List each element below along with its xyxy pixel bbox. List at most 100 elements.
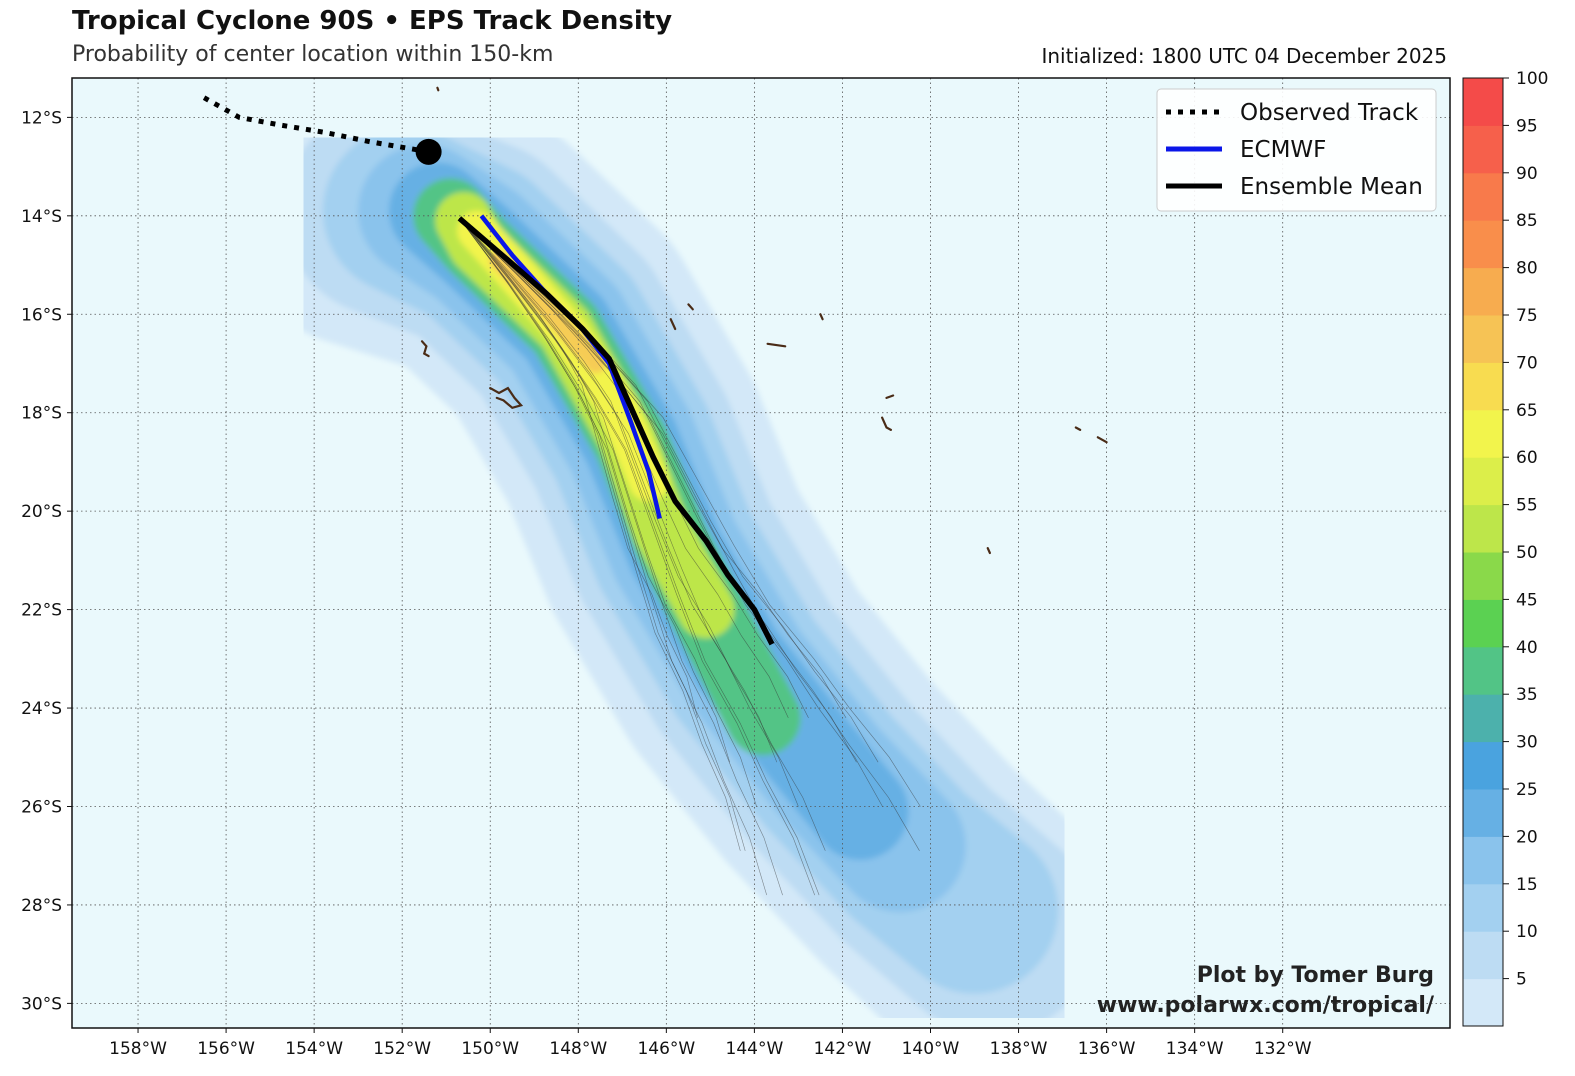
colorbar-tick-label: 55 [1516,496,1538,516]
y-tick-label: 14°S [21,207,62,227]
chart-subtitle: Probability of center location within 15… [72,42,554,67]
y-tick-label: 20°S [21,502,62,522]
island-coastline [986,546,992,555]
member-track [459,218,698,718]
colorbar-tick-label: 70 [1516,353,1538,373]
x-tick-label: 132°W [1254,1039,1312,1059]
observed-track [202,95,430,155]
legend: Observed Track ECMWF Ensemble Mean [1156,88,1437,212]
colorbar-swatch [1463,552,1503,600]
colorbar-swatch [1463,220,1503,269]
island-coastline [880,416,893,431]
island-coastline [489,386,524,410]
colorbar-tick-label: 80 [1516,259,1538,279]
colorbar-tick-label: 75 [1516,306,1538,326]
colorbar-swatch [1463,125,1503,174]
member-track [459,218,730,763]
colorbar-swatch [1463,646,1503,695]
colorbar-swatch [1463,267,1503,316]
x-tick-label: 140°W [902,1039,960,1059]
y-tick-label: 16°S [21,305,62,325]
colorbar-swatch [1463,978,1503,1027]
colorbar-tick-label: 20 [1516,827,1538,847]
colorbar-swatch [1463,315,1503,363]
density-band-70 [489,250,606,374]
member-track [459,218,920,851]
colorbar-tick-label: 30 [1516,733,1538,753]
colorbar-tick-label: 100 [1516,69,1548,89]
x-tick-label: 138°W [990,1039,1048,1059]
colorbar-tick-label: 85 [1516,211,1538,231]
colorbar-swatch [1463,409,1503,458]
island-coastline [1074,426,1082,431]
colorbar-swatch [1463,741,1503,790]
member-track [459,218,741,851]
colorbar-swatch [1463,504,1503,553]
colorbar-swatch [1463,78,1503,126]
colorbar-tick-label: 90 [1516,164,1538,184]
colorbar-swatch [1463,789,1503,837]
member-track [459,218,857,763]
x-tick-label: 134°W [1166,1039,1224,1059]
colorbar: 5 10 15 20 25 30 35 40 45 50 55 60 65 70 75 80 85 90 95 100 [1462,69,1548,1027]
member-track [459,218,826,851]
colorbar-swatch [1463,931,1503,980]
colorbar-swatch [1463,694,1503,743]
x-tick-label: 144°W [726,1039,784,1059]
y-tick-label: 26°S [21,797,62,817]
member-track [459,218,820,896]
x-tick-label: 148°W [549,1039,607,1059]
legend-box [1156,88,1437,212]
current-position-marker [415,138,442,165]
ensemble-mean-track [457,216,775,646]
colorbar-tick-label: 15 [1516,875,1538,895]
island-coastline [1096,436,1108,444]
island-coastline [436,86,440,92]
latitude-ticks: 12°S 14°S 16°S 18°S 20°S 22°S 24°S 26°S 28°S 30°S [21,108,72,1014]
y-tick-label: 30°S [21,994,62,1014]
colorbar-tick-label: 25 [1516,780,1538,800]
y-tick-label: 18°S [21,404,62,424]
colorbar-tick-label: 60 [1516,448,1538,468]
member-track [459,218,783,896]
member-track [459,218,746,851]
x-tick-label: 150°W [461,1039,519,1059]
legend-mean-label: Ensemble Mean [1240,174,1423,200]
x-tick-label: 136°W [1078,1039,1136,1059]
y-tick-label: 12°S [21,108,62,128]
credit-author: Plot by Tomer Burg [1197,963,1434,988]
legend-ecmwf-label: ECMWF [1240,137,1326,163]
map-frame [71,77,1451,1029]
member-track [459,218,883,807]
colorbar-swatch [1463,599,1503,648]
x-tick-label: 146°W [637,1039,695,1059]
colorbar-swatch [1463,836,1503,885]
longitude-ticks: 158°W 156°W 154°W 152°W 150°W 148°W 146°W 144°W… [109,1028,1312,1059]
colorbar-tick-label: 35 [1516,685,1538,705]
island-coastline [669,318,677,331]
island-coastline [819,313,824,321]
colorbar-tick-label: 10 [1516,922,1538,942]
colorbar-swatch [1463,457,1503,506]
x-tick-label: 156°W [197,1039,255,1059]
colorbar-swatch [1463,172,1503,221]
credit: Plot by Tomer Burg www.polarwx.com/tropi… [1097,963,1435,1018]
credit-url: www.polarwx.com/tropical/ [1097,993,1435,1018]
y-tick-label: 22°S [21,601,62,621]
colorbar-tick-label: 5 [1516,970,1527,990]
x-tick-label: 158°W [109,1039,167,1059]
colorbar-tick-label: 65 [1516,401,1538,421]
y-tick-label: 24°S [21,699,62,719]
forecast-tracks [202,95,775,646]
colorbar-tick-label: 45 [1516,590,1538,610]
colorbar-swatch [1463,883,1503,932]
member-track [459,218,778,763]
member-track [459,218,757,807]
initialized-label: Initialized: 1800 UTC 04 December 2025 [1041,44,1447,68]
island-coastline [420,340,430,358]
y-tick-label: 28°S [21,896,62,916]
colorbar-swatch [1463,362,1503,411]
ensemble-member-tracks [459,218,921,896]
chart-title: Tropical Cyclone 90S • EPS Track Density [72,6,673,36]
